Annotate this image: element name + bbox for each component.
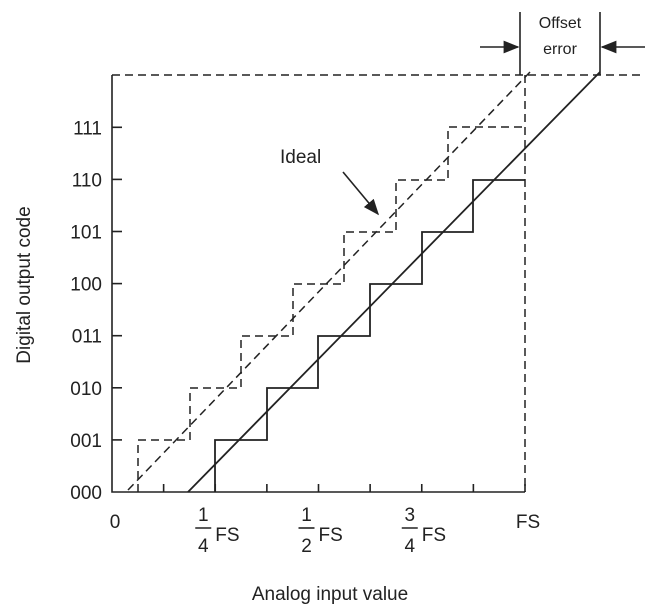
x-label-numerator: 1 — [301, 505, 312, 526]
y-label: 100 — [70, 275, 102, 296]
x-label-denominator: 4 — [404, 536, 415, 557]
annotation: Ideal — [280, 147, 321, 168]
x-label-numerator: 3 — [404, 505, 415, 526]
x-axis-title: Analog input value — [252, 584, 408, 605]
y-label: 011 — [72, 327, 102, 348]
annotation: error — [543, 41, 577, 58]
diagram: Offset error Ideal Digital output code A… — [0, 0, 660, 613]
y-label: 110 — [72, 170, 102, 191]
x-label-unit: FS — [215, 525, 239, 546]
y-axis-title: Digital output code — [14, 206, 35, 363]
arrow — [343, 172, 378, 214]
x-label: 0 — [110, 512, 121, 533]
y-label: 010 — [70, 379, 102, 400]
x-label-numerator: 1 — [198, 505, 209, 526]
y-label: 000 — [70, 483, 102, 504]
offset-markers: Offset error — [480, 8, 645, 75]
x-label-unit: FS — [319, 525, 343, 546]
offset-line — [188, 72, 600, 492]
annotation: Offset — [539, 15, 582, 32]
x-label-denominator: 4 — [198, 536, 209, 557]
x-label: FS — [516, 512, 540, 533]
y-label: 111 — [73, 118, 102, 139]
ideal-line — [128, 72, 530, 490]
y-label: 001 — [70, 431, 102, 452]
y-label: 101 — [70, 223, 102, 244]
x-label-unit: FS — [422, 525, 446, 546]
x-label-denominator: 2 — [301, 536, 312, 557]
ideal-staircase — [138, 127, 525, 492]
